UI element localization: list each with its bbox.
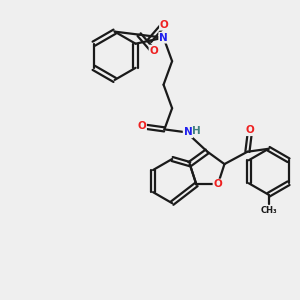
Text: O: O [214, 179, 222, 190]
Text: O: O [137, 122, 146, 131]
Text: H: H [191, 126, 200, 136]
Text: O: O [160, 20, 169, 30]
Text: O: O [149, 46, 158, 56]
Text: O: O [245, 125, 254, 135]
Text: N: N [184, 127, 192, 137]
Text: CH₃: CH₃ [260, 206, 277, 215]
Text: N: N [159, 33, 168, 43]
